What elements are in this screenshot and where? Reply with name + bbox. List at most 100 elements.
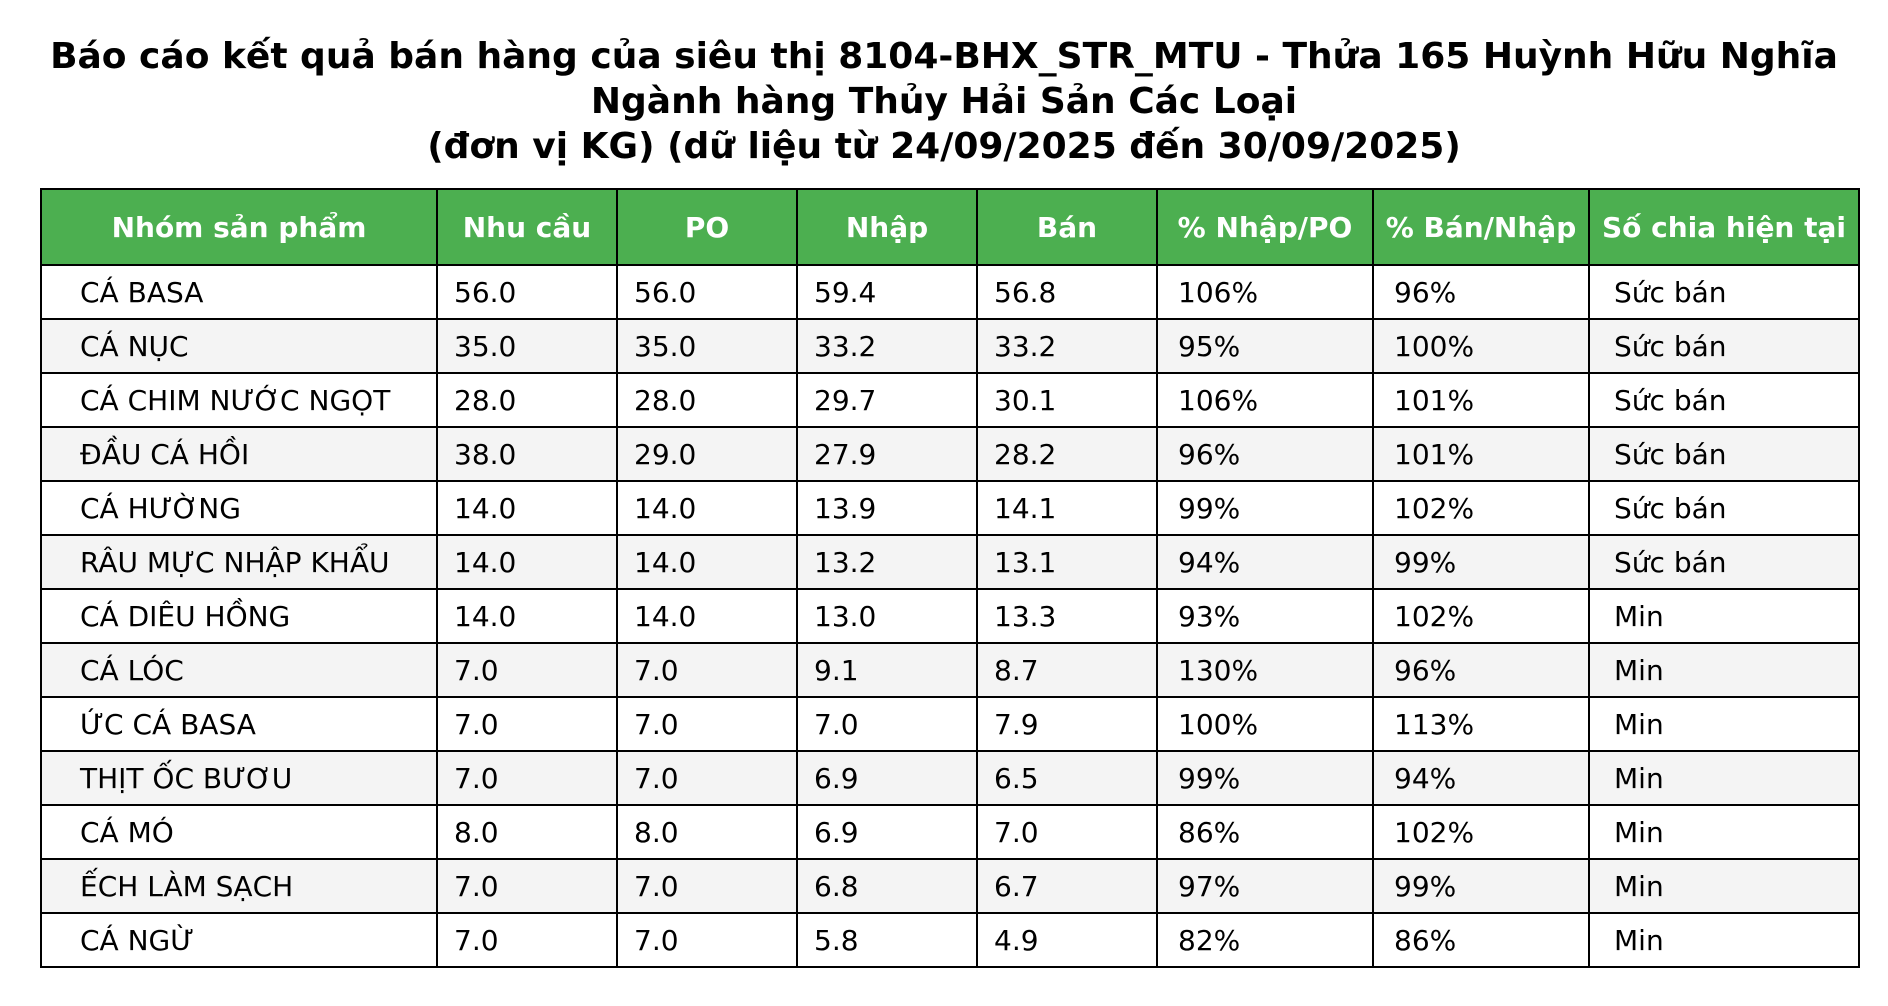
cell-sold-received-pct: 101% bbox=[1372, 426, 1590, 482]
cell-po: 7.0 bbox=[616, 642, 798, 698]
cell-sold-received-pct: 102% bbox=[1372, 588, 1590, 644]
cell-current-divisor: Sức bán bbox=[1588, 264, 1860, 320]
cell-current-divisor: Min bbox=[1588, 642, 1860, 698]
table-row: ẾCH LÀM SẠCH 7.0 7.0 6.8 6.7 97% 99% Min bbox=[40, 858, 1860, 914]
cell-product-group: CÁ HƯỜNG bbox=[40, 480, 438, 536]
cell-current-divisor: Sức bán bbox=[1588, 480, 1860, 536]
cell-sold-received-pct: 100% bbox=[1372, 318, 1590, 374]
cell-po: 7.0 bbox=[616, 912, 798, 968]
cell-sold-received-pct: 99% bbox=[1372, 534, 1590, 590]
cell-sold-received-pct: 94% bbox=[1372, 750, 1590, 806]
cell-current-divisor: Min bbox=[1588, 750, 1860, 806]
cell-current-divisor: Sức bán bbox=[1588, 534, 1860, 590]
cell-sold: 4.9 bbox=[976, 912, 1158, 968]
cell-po: 35.0 bbox=[616, 318, 798, 374]
cell-demand: 14.0 bbox=[436, 480, 618, 536]
cell-sold-received-pct: 96% bbox=[1372, 264, 1590, 320]
cell-product-group: RÂU MỰC NHẬP KHẨU bbox=[40, 534, 438, 590]
cell-received: 6.9 bbox=[796, 750, 978, 806]
cell-received-po-pct: 130% bbox=[1156, 642, 1374, 698]
sales-report-table: Nhóm sản phẩm Nhu cầu PO Nhập Bán % Nhập… bbox=[40, 188, 1860, 968]
cell-received: 29.7 bbox=[796, 372, 978, 428]
cell-product-group: CÁ NỤC bbox=[40, 318, 438, 374]
cell-received-po-pct: 97% bbox=[1156, 858, 1374, 914]
cell-demand: 7.0 bbox=[436, 642, 618, 698]
cell-po: 8.0 bbox=[616, 804, 798, 860]
report-title: Báo cáo kết quả bán hàng của siêu thị 81… bbox=[0, 34, 1888, 169]
cell-received: 13.2 bbox=[796, 534, 978, 590]
title-line-period: (đơn vị KG) (dữ liệu từ 24/09/2025 đến 3… bbox=[427, 126, 1461, 167]
cell-product-group: CÁ CHIM NƯỚC NGỌT bbox=[40, 372, 438, 428]
cell-product-group: ĐẦU CÁ HỒI bbox=[40, 426, 438, 482]
cell-sold-received-pct: 96% bbox=[1372, 642, 1590, 698]
cell-sold: 33.2 bbox=[976, 318, 1158, 374]
cell-sold-received-pct: 102% bbox=[1372, 480, 1590, 536]
cell-po: 7.0 bbox=[616, 858, 798, 914]
cell-product-group: CÁ NGỪ bbox=[40, 912, 438, 968]
cell-current-divisor: Min bbox=[1588, 804, 1860, 860]
cell-received-po-pct: 95% bbox=[1156, 318, 1374, 374]
cell-received-po-pct: 86% bbox=[1156, 804, 1374, 860]
header-current-divisor: Số chia hiện tại bbox=[1588, 188, 1860, 266]
header-sold: Bán bbox=[976, 188, 1158, 266]
header-product-group: Nhóm sản phẩm bbox=[40, 188, 438, 266]
cell-received: 59.4 bbox=[796, 264, 978, 320]
header-received: Nhập bbox=[796, 188, 978, 266]
cell-demand: 28.0 bbox=[436, 372, 618, 428]
cell-received-po-pct: 96% bbox=[1156, 426, 1374, 482]
table-row: CÁ DIÊU HỒNG 14.0 14.0 13.0 13.3 93% 102% Min bbox=[40, 588, 1860, 644]
cell-demand: 7.0 bbox=[436, 696, 618, 752]
cell-sold: 56.8 bbox=[976, 264, 1158, 320]
header-po: PO bbox=[616, 188, 798, 266]
cell-product-group: CÁ MÓ bbox=[40, 804, 438, 860]
cell-current-divisor: Min bbox=[1588, 912, 1860, 968]
table-body: CÁ BASA 56.0 56.0 59.4 56.8 106% 96% Sức bán CÁ … bbox=[40, 264, 1860, 968]
cell-current-divisor: Sức bán bbox=[1588, 372, 1860, 428]
cell-received-po-pct: 82% bbox=[1156, 912, 1374, 968]
cell-demand: 38.0 bbox=[436, 426, 618, 482]
table-row: CÁ CHIM NƯỚC NGỌT 28.0 28.0 29.7 30.1 106% 101… bbox=[40, 372, 1860, 428]
cell-sold: 13.1 bbox=[976, 534, 1158, 590]
cell-sold-received-pct: 113% bbox=[1372, 696, 1590, 752]
cell-current-divisor: Sức bán bbox=[1588, 426, 1860, 482]
cell-demand: 35.0 bbox=[436, 318, 618, 374]
table-row: CÁ LÓC 7.0 7.0 9.1 8.7 130% 96% Min bbox=[40, 642, 1860, 698]
cell-product-group: THỊT ỐC BƯƠU bbox=[40, 750, 438, 806]
cell-current-divisor: Sức bán bbox=[1588, 318, 1860, 374]
cell-sold: 7.9 bbox=[976, 696, 1158, 752]
table-row: CÁ MÓ 8.0 8.0 6.9 7.0 86% 102% Min bbox=[40, 804, 1860, 860]
cell-received: 9.1 bbox=[796, 642, 978, 698]
cell-po: 7.0 bbox=[616, 696, 798, 752]
table-row: ĐẦU CÁ HỒI 38.0 29.0 27.9 28.2 96% 101% Sức bán bbox=[40, 426, 1860, 482]
cell-product-group: CÁ LÓC bbox=[40, 642, 438, 698]
table-row: CÁ BASA 56.0 56.0 59.4 56.8 106% 96% Sức bán bbox=[40, 264, 1860, 320]
cell-sold: 30.1 bbox=[976, 372, 1158, 428]
cell-demand: 8.0 bbox=[436, 804, 618, 860]
cell-po: 29.0 bbox=[616, 426, 798, 482]
cell-product-group: CÁ DIÊU HỒNG bbox=[40, 588, 438, 644]
cell-received-po-pct: 106% bbox=[1156, 372, 1374, 428]
table-row: CÁ NGỪ 7.0 7.0 5.8 4.9 82% 86% Min bbox=[40, 912, 1860, 968]
cell-demand: 7.0 bbox=[436, 750, 618, 806]
cell-sold: 6.5 bbox=[976, 750, 1158, 806]
cell-received-po-pct: 93% bbox=[1156, 588, 1374, 644]
cell-po: 56.0 bbox=[616, 264, 798, 320]
table-header-row: Nhóm sản phẩm Nhu cầu PO Nhập Bán % Nhập… bbox=[40, 188, 1860, 266]
cell-received: 13.0 bbox=[796, 588, 978, 644]
cell-received-po-pct: 94% bbox=[1156, 534, 1374, 590]
cell-sold: 13.3 bbox=[976, 588, 1158, 644]
cell-demand: 14.0 bbox=[436, 588, 618, 644]
cell-po: 14.0 bbox=[616, 588, 798, 644]
cell-po: 28.0 bbox=[616, 372, 798, 428]
cell-sold: 8.7 bbox=[976, 642, 1158, 698]
title-line-category: Ngành hàng Thủy Hải Sản Các Loại bbox=[590, 81, 1298, 122]
cell-demand: 7.0 bbox=[436, 858, 618, 914]
cell-po: 7.0 bbox=[616, 750, 798, 806]
header-received-po-pct: % Nhập/PO bbox=[1156, 188, 1374, 266]
cell-received-po-pct: 99% bbox=[1156, 750, 1374, 806]
table-row: RÂU MỰC NHẬP KHẨU 14.0 14.0 13.2 13.1 94% 99% S… bbox=[40, 534, 1860, 590]
cell-received-po-pct: 99% bbox=[1156, 480, 1374, 536]
cell-received-po-pct: 106% bbox=[1156, 264, 1374, 320]
cell-sold-received-pct: 102% bbox=[1372, 804, 1590, 860]
cell-received: 6.8 bbox=[796, 858, 978, 914]
